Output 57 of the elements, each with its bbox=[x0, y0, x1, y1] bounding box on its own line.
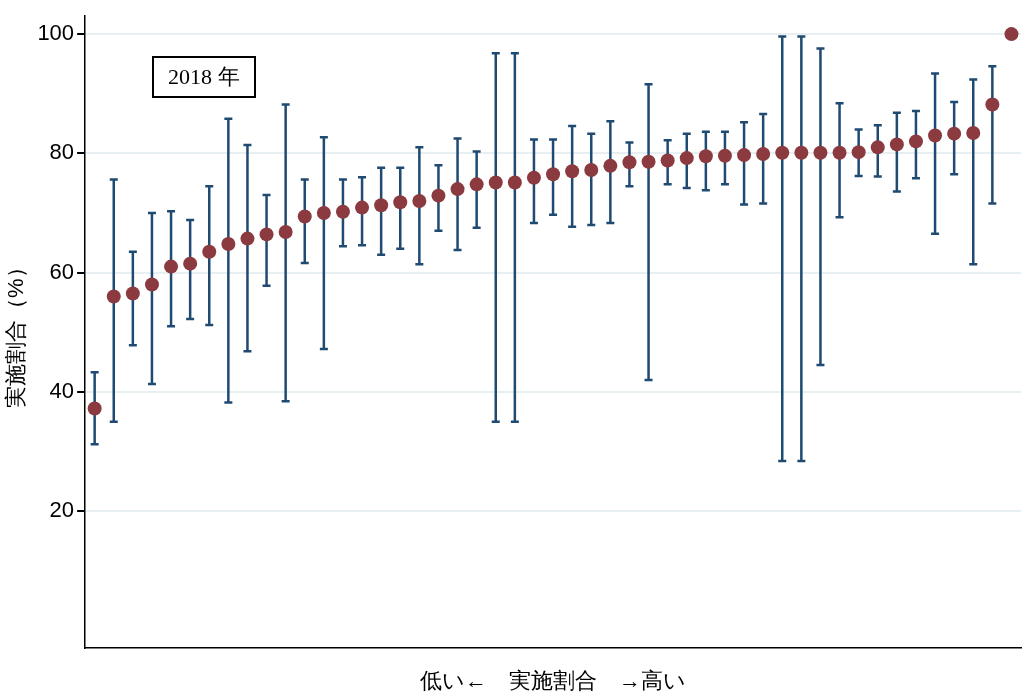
point bbox=[488, 175, 503, 190]
point bbox=[947, 126, 962, 141]
point bbox=[297, 209, 312, 224]
point bbox=[985, 97, 1000, 112]
point bbox=[259, 227, 274, 242]
point bbox=[660, 153, 675, 168]
y-tick-label: 20 bbox=[49, 497, 75, 523]
point bbox=[393, 195, 408, 210]
point bbox=[717, 148, 732, 163]
point bbox=[775, 145, 790, 160]
point bbox=[565, 164, 580, 179]
point bbox=[603, 158, 618, 173]
x-axis-title: 低い← 実施割合 →高い bbox=[420, 667, 687, 693]
point bbox=[144, 277, 159, 292]
point bbox=[316, 205, 331, 220]
y-tick-label: 100 bbox=[37, 20, 75, 46]
y-tick-label: 40 bbox=[49, 377, 75, 403]
point bbox=[335, 204, 350, 219]
point bbox=[679, 151, 694, 166]
y-tick-label: 80 bbox=[49, 139, 75, 165]
point bbox=[698, 149, 713, 164]
point bbox=[469, 177, 484, 192]
point bbox=[622, 155, 637, 170]
point bbox=[756, 146, 771, 161]
point bbox=[584, 163, 599, 178]
point bbox=[221, 236, 236, 251]
point bbox=[546, 167, 561, 182]
point bbox=[526, 170, 541, 185]
point bbox=[431, 188, 446, 203]
point bbox=[737, 148, 752, 163]
annotation: 2018 年 bbox=[152, 56, 256, 98]
point bbox=[1004, 27, 1019, 42]
point bbox=[106, 289, 121, 304]
point bbox=[412, 194, 427, 209]
point bbox=[966, 126, 981, 141]
point bbox=[794, 145, 809, 160]
point bbox=[183, 256, 198, 271]
point bbox=[202, 244, 217, 259]
point bbox=[164, 259, 179, 274]
y-tick-label: 60 bbox=[49, 258, 75, 284]
point bbox=[278, 225, 293, 240]
point bbox=[870, 140, 885, 155]
point bbox=[355, 200, 370, 215]
y-axis-title: 実施割合（%） bbox=[3, 256, 29, 408]
point bbox=[125, 286, 140, 301]
point bbox=[240, 231, 255, 246]
point bbox=[641, 154, 656, 169]
point bbox=[813, 145, 828, 160]
point bbox=[832, 145, 847, 160]
point bbox=[928, 128, 943, 143]
point bbox=[889, 137, 904, 152]
point bbox=[851, 145, 866, 160]
point bbox=[87, 401, 102, 416]
point bbox=[507, 175, 522, 190]
point bbox=[908, 134, 923, 149]
point bbox=[374, 198, 389, 213]
point bbox=[450, 182, 465, 197]
